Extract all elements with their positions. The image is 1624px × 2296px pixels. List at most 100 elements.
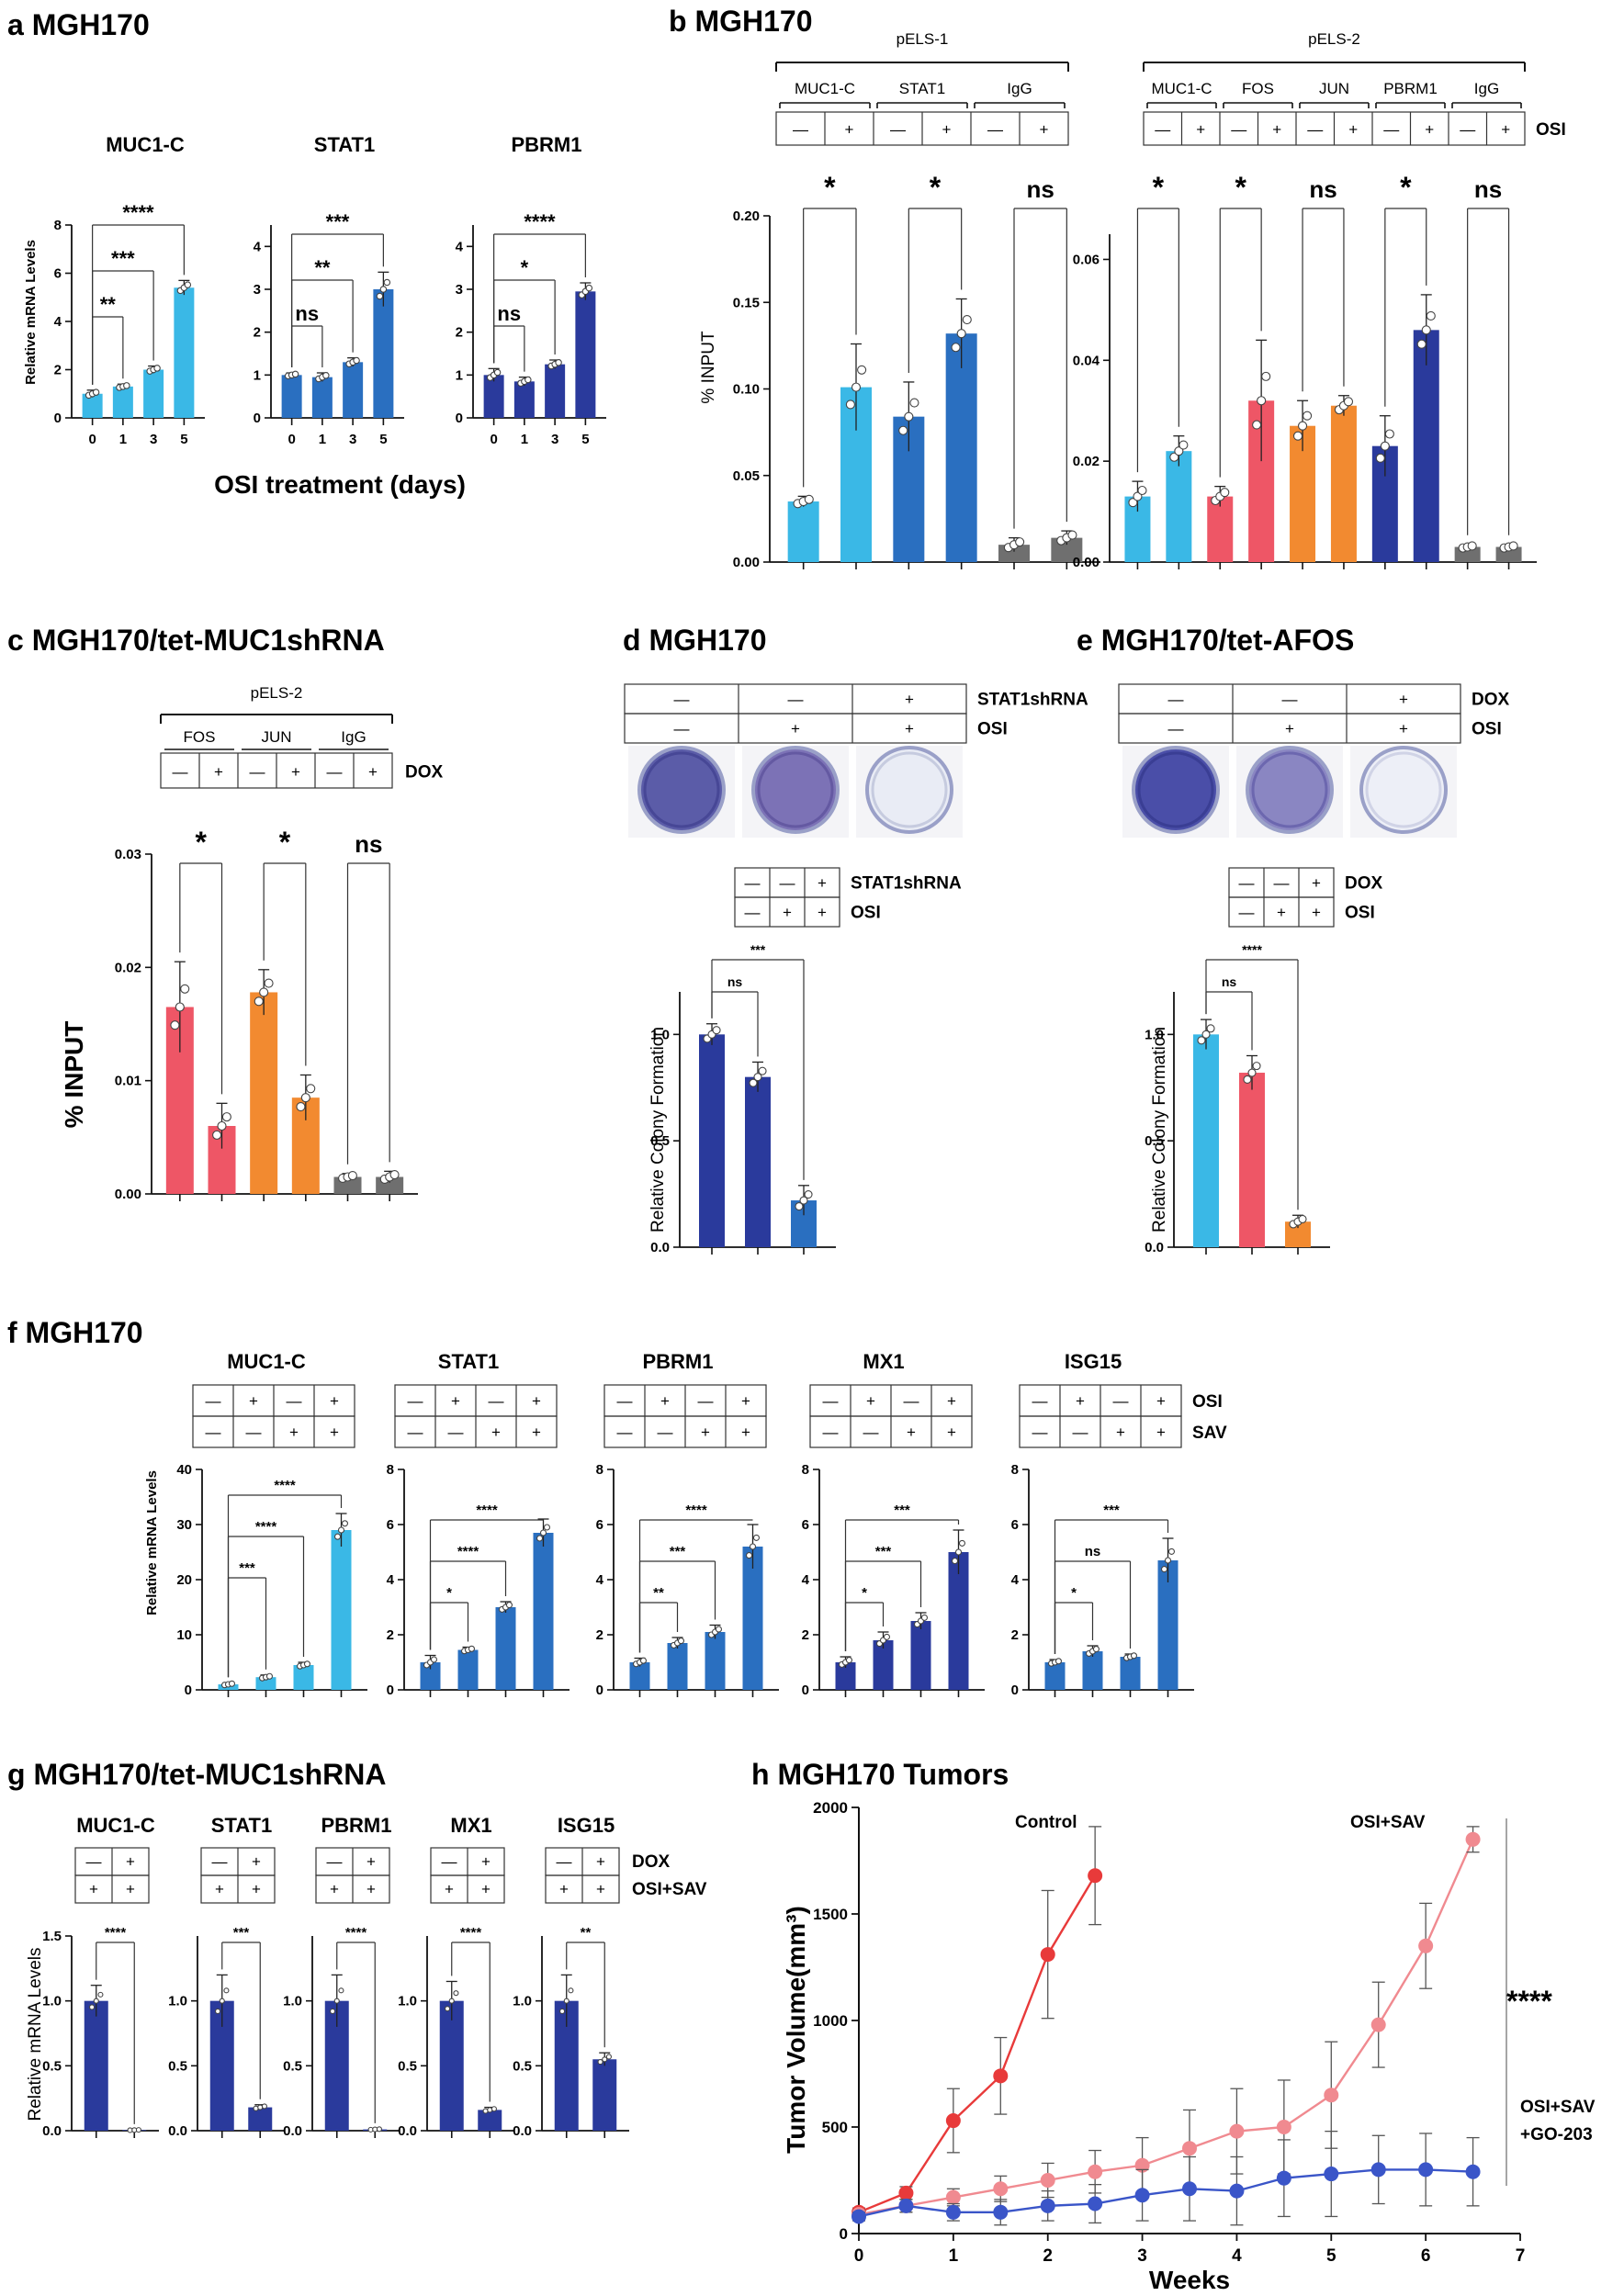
panel-d-bar-1 bbox=[745, 1076, 771, 1247]
panel-f-1-sig-0: * bbox=[446, 1585, 452, 1601]
panel-b-1-point-0-1 bbox=[1133, 491, 1143, 501]
panel-a-2-xtick-label-1: 1 bbox=[521, 432, 528, 447]
panel-f-2-ytick-label-2: 4 bbox=[596, 1572, 604, 1588]
panel-a-2-ytick-label-4: 4 bbox=[456, 239, 464, 254]
panel-f-1-point-2-2 bbox=[505, 1602, 513, 1609]
panel-e-plate-table-cell-1-0: — bbox=[1168, 720, 1184, 737]
panel-g-4-ytick-label-1: 0.5 bbox=[513, 2058, 532, 2074]
panel-e-ytick-label-0: 0.0 bbox=[1145, 1240, 1164, 1255]
panel-a-2-bar-1 bbox=[513, 381, 535, 418]
panel-b-1-osi-cell-0-9: + bbox=[1501, 120, 1510, 138]
panel-d-plate-inner-0 bbox=[643, 751, 720, 828]
panel-a-0-xtick-label-3: 5 bbox=[180, 432, 187, 447]
panel-a-0-point-1-2 bbox=[123, 382, 130, 389]
panel-h-point-1-7 bbox=[1182, 2141, 1197, 2156]
panel-f-4-bar-3 bbox=[1157, 1560, 1179, 1690]
panel-g-4-point-1-2 bbox=[605, 2054, 612, 2060]
panel-g-1-point-0-1 bbox=[219, 1998, 225, 2004]
panel-b-1-pair-sig-3: * bbox=[1400, 171, 1412, 204]
panel-b-1-ytick-label-2: 0.04 bbox=[1073, 353, 1100, 368]
panel-label-g: g MGH170/tet-MUC1shRNA bbox=[7, 1758, 386, 1791]
panel-a-1-ytick-label-1: 1 bbox=[254, 367, 261, 383]
panel-d-plate-table-cell-1-2: + bbox=[905, 720, 914, 737]
panel-f-table-1-cell-0-3: + bbox=[532, 1392, 541, 1410]
panel-b-1-ytick-label-3: 0.06 bbox=[1073, 252, 1100, 267]
panel-f-3-point-3-2 bbox=[958, 1539, 966, 1547]
panel-a-1-ytick-label-3: 3 bbox=[254, 282, 261, 298]
panel-c-dox-cell-0-3: + bbox=[291, 763, 300, 781]
panel-e-plate-table-cell-0-0: — bbox=[1168, 691, 1184, 708]
panel-h-ytick-label-0: 0 bbox=[840, 2225, 848, 2243]
panel-d-plate-0 bbox=[637, 746, 726, 834]
panel-a-1-xtick-label-2: 3 bbox=[349, 432, 356, 447]
panel-g-table-2-cell-0-1: + bbox=[367, 1852, 376, 1870]
panel-d-table-cell-1-0: — bbox=[745, 904, 761, 921]
panel-g-1-point-0-0 bbox=[215, 2008, 221, 2015]
panel-a-1-point-1-2 bbox=[322, 372, 330, 379]
panel-g-4-point-0-1 bbox=[563, 1998, 570, 2004]
panel-a-2-ytick-label-3: 3 bbox=[456, 282, 463, 298]
panel-g-table-2-cell-1-1: + bbox=[367, 1880, 376, 1897]
panel-g-1-ytick-label-1: 0.5 bbox=[168, 2058, 187, 2074]
panel-c-pair-sig-1: * bbox=[279, 826, 291, 859]
panel-h-point-1-11 bbox=[1370, 2017, 1386, 2032]
panel-f-table-4-cell-1-2: + bbox=[1116, 1424, 1125, 1441]
panel-f-2-sig-0: ** bbox=[653, 1585, 664, 1601]
panel-g-table-0-cell-0-0: — bbox=[86, 1852, 102, 1870]
panel-g-table-4-rowlabel-0: DOX bbox=[632, 1852, 671, 1872]
panel-a-title-1: STAT1 bbox=[314, 133, 375, 156]
panel-e-plate-table-rowlabel-1: OSI bbox=[1472, 719, 1502, 738]
panel-g-3-point-0-2 bbox=[453, 1990, 459, 1997]
panel-b-1-point-5-2 bbox=[1343, 397, 1354, 407]
panel-b-0-target-2: IgG bbox=[1007, 80, 1032, 97]
panel-a-2-sig-2: **** bbox=[524, 210, 556, 233]
panel-b-1-osi-cell-0-1: + bbox=[1196, 120, 1205, 138]
panel-g-3-point-1-2 bbox=[491, 2106, 497, 2112]
panel-c-point-2-0 bbox=[254, 996, 264, 1007]
panel-label-d: d MGH170 bbox=[623, 624, 766, 657]
panel-h-point-0-2 bbox=[945, 2113, 961, 2129]
panel-g-2-ytick-label-0: 0.0 bbox=[283, 2123, 302, 2139]
panel-b-1-point-1-2 bbox=[1179, 440, 1189, 450]
panel-a-2-sig-0: ns bbox=[497, 302, 521, 325]
panel-f-table-4-cell-0-1: + bbox=[1076, 1392, 1085, 1410]
panel-b-0-ytick-label-0: 0.00 bbox=[733, 555, 760, 570]
panel-f-table-2-cell-0-2: — bbox=[698, 1392, 714, 1410]
panel-f-3-ytick-label-4: 8 bbox=[802, 1462, 809, 1478]
panel-g-4-point-0-0 bbox=[559, 2008, 566, 2015]
panel-f-1-sig-1: **** bbox=[457, 1544, 479, 1559]
panel-label-f: f MGH170 bbox=[7, 1316, 143, 1349]
panel-g-1-point-0-2 bbox=[223, 1987, 230, 1994]
panel-e-plate-inner-2 bbox=[1365, 751, 1442, 828]
panel-a-1-sig-0: ns bbox=[295, 302, 319, 325]
panel-g-table-0-cell-0-1: + bbox=[126, 1852, 135, 1870]
panel-a-2-point-0-2 bbox=[493, 368, 502, 377]
panel-f-0-bar-3 bbox=[331, 1530, 352, 1690]
panel-e-sig-0: ns bbox=[1222, 974, 1237, 989]
panel-g-table-3-cell-1-1: + bbox=[481, 1880, 491, 1897]
panel-f-2-point-2-2 bbox=[715, 1626, 723, 1633]
panel-c-bar-2 bbox=[250, 992, 278, 1194]
panel-b-0-group: pELS-1 bbox=[897, 30, 949, 48]
panel-f-table-2-cell-0-1: + bbox=[660, 1392, 670, 1410]
panel-d-point-2-0 bbox=[795, 1201, 804, 1211]
panel-e-plate-table-rowlabel-0: DOX bbox=[1472, 690, 1510, 709]
panel-g-title-1: STAT1 bbox=[211, 1814, 272, 1837]
panel-f-2-ytick-label-0: 0 bbox=[596, 1683, 603, 1698]
panel-f-0-point-3-1 bbox=[337, 1526, 345, 1534]
panel-g-1-point-1-2 bbox=[261, 2103, 267, 2110]
panel-c-point-5-2 bbox=[389, 1169, 400, 1180]
panel-b-1-bar-1 bbox=[1166, 451, 1192, 562]
panel-b-0-bar-0 bbox=[787, 501, 819, 562]
panel-label-c: c MGH170/tet-MUC1shRNA bbox=[7, 624, 385, 657]
panel-g-3-ytick-label-0: 0.0 bbox=[398, 2123, 417, 2139]
panel-a-1-xtick-label-0: 0 bbox=[288, 432, 295, 447]
panel-a-title-2: PBRM1 bbox=[511, 133, 581, 156]
panel-c-point-3-0 bbox=[296, 1101, 306, 1112]
panel-e-ytick-label-1: 0.5 bbox=[1145, 1133, 1164, 1149]
panel-b-1-point-1-1 bbox=[1174, 446, 1184, 456]
panel-f-table-1-cell-1-2: + bbox=[491, 1424, 501, 1441]
panel-f-0-ytick-label-4: 40 bbox=[176, 1462, 192, 1478]
panel-b-0-point-4-2 bbox=[1015, 537, 1025, 547]
